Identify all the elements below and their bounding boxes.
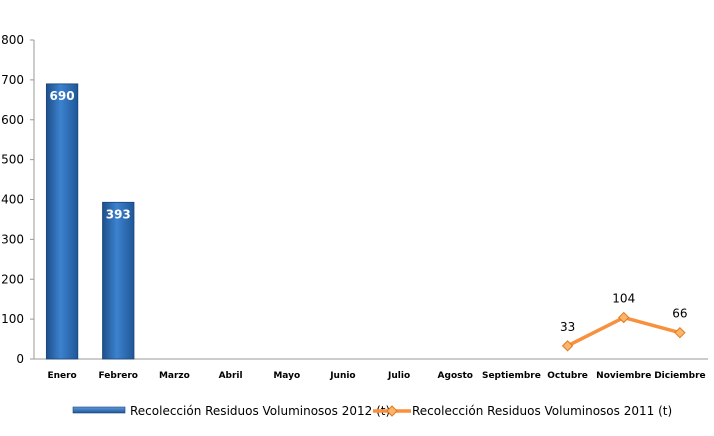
bar-data-label: 690 (50, 89, 75, 103)
bar (45, 83, 79, 360)
axes (33, 40, 708, 360)
bar-data-label: 393 (106, 207, 131, 221)
x-tick-label: Agosto (438, 371, 473, 381)
y-tick-label: 400 (1, 193, 24, 207)
x-tick-label: Junio (329, 371, 355, 381)
y-tick-label: 100 (1, 312, 24, 326)
legend-label: Recolección Residuos Voluminosos 2011 (t… (412, 404, 672, 418)
legend-label: Recolección Residuos Voluminosos 2012 (t… (130, 404, 390, 418)
x-tick-label: Octubre (547, 371, 588, 381)
x-tick-label: Marzo (159, 371, 190, 381)
line-series: 33 104 66 (560, 292, 688, 352)
legend-bar-swatch (72, 406, 126, 414)
line-point (674, 326, 686, 339)
line-point (561, 340, 574, 352)
bar-series: 690 393 (45, 83, 135, 360)
bar (102, 201, 135, 360)
legend-marker (386, 405, 398, 417)
y-tick-label: 700 (1, 73, 24, 87)
x-tick-label: Julio (387, 371, 410, 381)
line-data-label: 104 (612, 292, 635, 306)
x-tick-label: Febrero (99, 371, 139, 381)
y-tick-label: 800 (1, 33, 24, 47)
y-axis-ticks: 0 100 200 300 400 500 600 700 800 (1, 33, 34, 366)
x-tick-label: Diciembre (654, 371, 705, 381)
y-tick-label: 300 (1, 232, 24, 246)
x-tick-label: Mayo (273, 371, 300, 381)
y-tick-label: 600 (1, 113, 24, 127)
legend: Recolección Residuos Voluminosos 2012 (t… (72, 404, 672, 418)
line-point (618, 311, 630, 324)
x-tick-label: Abril (219, 371, 243, 381)
line-data-label: 66 (672, 307, 687, 321)
y-tick-label: 200 (1, 272, 24, 286)
x-tick-label: Noviembre (596, 371, 651, 381)
y-tick-label: 0 (16, 352, 24, 366)
x-tick-label: Enero (47, 371, 76, 381)
x-axis-ticks: Enero Febrero Marzo Abril Mayo Junio Julio Agos… (47, 371, 705, 381)
x-tick-label: Septiembre (482, 371, 541, 381)
y-tick-label: 500 (1, 153, 24, 167)
line-data-label: 33 (560, 320, 575, 334)
